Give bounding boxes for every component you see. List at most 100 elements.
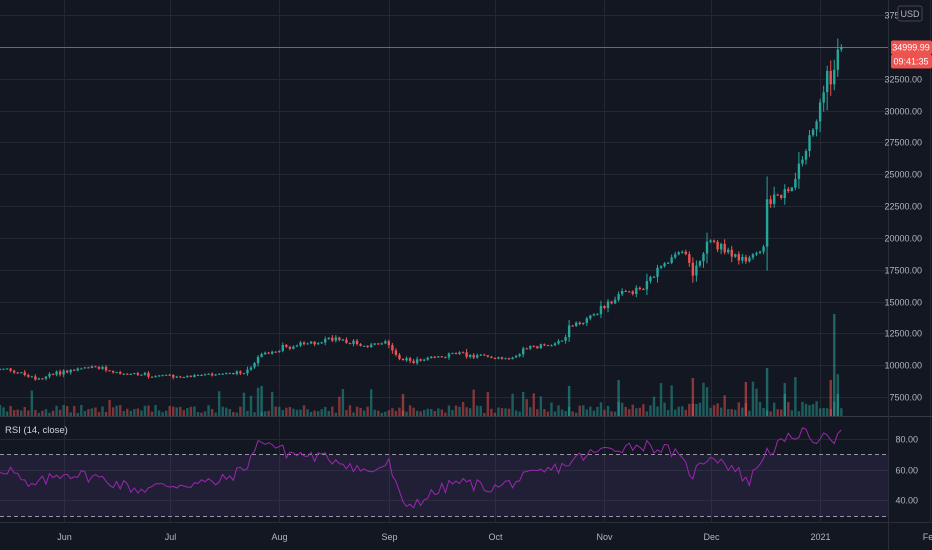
candle[interactable] bbox=[546, 344, 550, 347]
candle[interactable] bbox=[712, 239, 716, 244]
candle[interactable] bbox=[345, 337, 348, 344]
candle[interactable] bbox=[666, 261, 670, 264]
candle[interactable] bbox=[380, 342, 383, 345]
candle[interactable] bbox=[175, 375, 178, 379]
candle[interactable] bbox=[359, 343, 362, 347]
candle[interactable] bbox=[613, 296, 617, 305]
candle[interactable] bbox=[12, 369, 16, 374]
candle[interactable] bbox=[423, 358, 426, 362]
candle[interactable] bbox=[313, 341, 316, 347]
candle[interactable] bbox=[472, 353, 475, 359]
candle[interactable] bbox=[391, 343, 394, 354]
candle[interactable] bbox=[458, 351, 461, 355]
candle[interactable] bbox=[447, 352, 451, 360]
candle[interactable] bbox=[822, 85, 825, 112]
candle[interactable] bbox=[274, 351, 277, 353]
candle[interactable] bbox=[620, 288, 624, 296]
candle[interactable] bbox=[292, 345, 295, 350]
candle[interactable] bbox=[281, 342, 284, 353]
candle[interactable] bbox=[465, 349, 468, 359]
candle[interactable] bbox=[769, 195, 772, 208]
candle[interactable] bbox=[189, 375, 193, 378]
candle[interactable] bbox=[285, 344, 288, 348]
candle[interactable] bbox=[242, 372, 246, 375]
candle[interactable] bbox=[550, 344, 553, 347]
candle[interactable] bbox=[288, 345, 292, 351]
candle[interactable] bbox=[0, 368, 2, 371]
candle[interactable] bbox=[444, 356, 447, 359]
candle[interactable] bbox=[186, 375, 189, 378]
candle[interactable] bbox=[147, 371, 150, 379]
candle[interactable] bbox=[702, 252, 705, 268]
candle[interactable] bbox=[511, 356, 514, 360]
candle[interactable] bbox=[833, 59, 836, 91]
candle[interactable] bbox=[126, 373, 129, 375]
candle[interactable] bbox=[267, 351, 270, 354]
candle[interactable] bbox=[744, 254, 748, 264]
candle[interactable] bbox=[818, 98, 822, 132]
rsi-legend-title[interactable]: RSI (14, close) bbox=[5, 425, 68, 436]
candle[interactable] bbox=[16, 371, 19, 374]
candle[interactable] bbox=[415, 356, 419, 365]
candle[interactable] bbox=[783, 184, 786, 205]
candle[interactable] bbox=[260, 352, 263, 358]
candle[interactable] bbox=[454, 352, 458, 355]
candlestick-series[interactable] bbox=[0, 38, 843, 381]
candle[interactable] bbox=[65, 369, 69, 374]
candle[interactable] bbox=[532, 345, 535, 348]
candle[interactable] bbox=[723, 239, 726, 255]
candle[interactable] bbox=[401, 358, 405, 361]
candle[interactable] bbox=[638, 286, 642, 291]
candle[interactable] bbox=[101, 365, 104, 370]
candle[interactable] bbox=[780, 194, 783, 200]
candle[interactable] bbox=[69, 369, 72, 375]
candle[interactable] bbox=[246, 366, 249, 376]
candle[interactable] bbox=[539, 343, 543, 349]
candle[interactable] bbox=[196, 374, 200, 376]
candle[interactable] bbox=[338, 336, 341, 342]
candle[interactable] bbox=[557, 339, 560, 345]
candle[interactable] bbox=[408, 356, 412, 364]
candle[interactable] bbox=[80, 367, 83, 370]
candle[interactable] bbox=[27, 373, 30, 378]
candle[interactable] bbox=[256, 355, 260, 367]
candle[interactable] bbox=[468, 354, 472, 359]
candle[interactable] bbox=[161, 374, 164, 377]
candle[interactable] bbox=[334, 335, 338, 343]
candle[interactable] bbox=[122, 373, 125, 375]
candle[interactable] bbox=[182, 376, 186, 378]
candle[interactable] bbox=[514, 354, 518, 358]
candle[interactable] bbox=[143, 371, 147, 376]
candle[interactable] bbox=[673, 251, 677, 260]
candle[interactable] bbox=[507, 357, 511, 360]
candle[interactable] bbox=[207, 373, 210, 375]
candle[interactable] bbox=[97, 366, 101, 370]
candle[interactable] bbox=[670, 254, 673, 265]
candle[interactable] bbox=[384, 339, 387, 345]
candle[interactable] bbox=[295, 344, 299, 348]
candle[interactable] bbox=[373, 343, 376, 346]
candle[interactable] bbox=[94, 365, 97, 368]
candle[interactable] bbox=[606, 299, 610, 313]
candle[interactable] bbox=[394, 348, 398, 357]
candle[interactable] bbox=[578, 321, 581, 326]
candle[interactable] bbox=[628, 290, 631, 293]
candle[interactable] bbox=[9, 367, 12, 373]
time-axis[interactable]: JunJulAugSepOctNovDec2021FebMarAprMay bbox=[57, 532, 932, 542]
candle[interactable] bbox=[825, 65, 829, 111]
candle[interactable] bbox=[567, 320, 571, 342]
candle[interactable] bbox=[719, 242, 723, 255]
candle[interactable] bbox=[20, 372, 23, 374]
candle[interactable] bbox=[2, 368, 5, 370]
candle[interactable] bbox=[62, 369, 65, 378]
candle[interactable] bbox=[108, 370, 111, 372]
candle[interactable] bbox=[362, 345, 366, 347]
candle[interactable] bbox=[808, 130, 811, 157]
candle[interactable] bbox=[90, 365, 94, 369]
candle[interactable] bbox=[730, 245, 733, 263]
candle[interactable] bbox=[217, 373, 221, 375]
candle[interactable] bbox=[83, 366, 87, 369]
candle[interactable] bbox=[461, 351, 465, 354]
candle[interactable] bbox=[493, 357, 497, 360]
